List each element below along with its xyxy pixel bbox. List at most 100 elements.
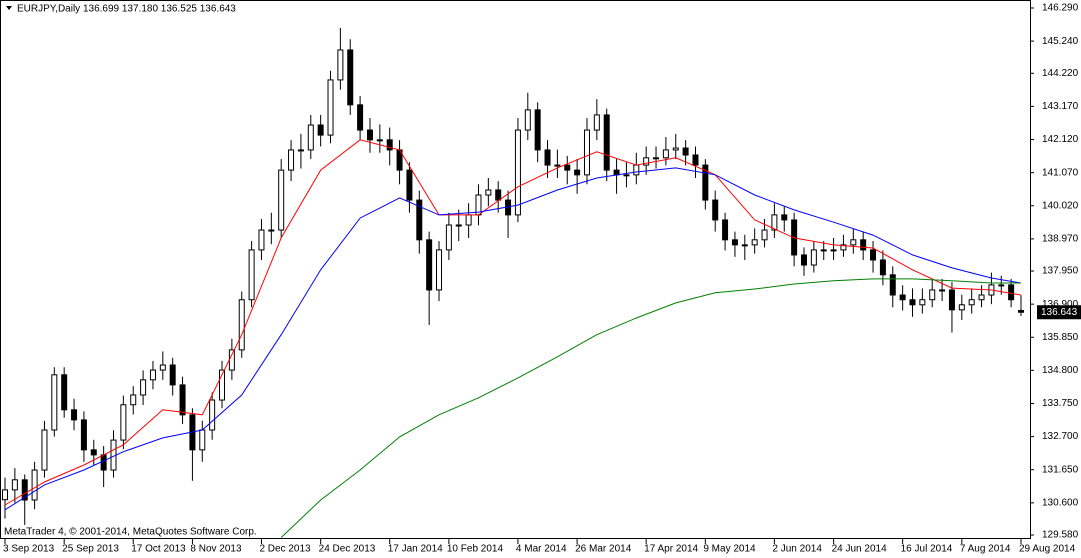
candle-body <box>554 164 561 167</box>
x-tick-label: 24 Jun 2014 <box>832 544 887 555</box>
candle-body <box>929 289 936 301</box>
x-tick-label: 8 Nov 2013 <box>190 544 242 555</box>
candle-body <box>120 404 127 441</box>
candle-body <box>781 214 788 221</box>
candle-body <box>820 249 827 252</box>
candle-body <box>159 364 166 371</box>
x-tick-label: 9 May 2014 <box>703 544 756 555</box>
candle-body <box>613 169 620 176</box>
y-tick-label: 140.020 <box>1042 200 1079 211</box>
y-tick-label: 130.600 <box>1042 497 1079 508</box>
candle-body <box>140 379 147 396</box>
candle-body <box>998 284 1005 287</box>
candle-body <box>751 239 758 246</box>
candle-body <box>978 294 985 301</box>
candle-body <box>199 429 206 451</box>
y-tick-label: 129.580 <box>1042 530 1079 541</box>
candle-body <box>702 164 709 201</box>
y-tick-label: 144.220 <box>1042 68 1079 79</box>
candle-body <box>465 214 472 226</box>
x-tick-label: 25 Sep 2013 <box>62 544 119 555</box>
candle-body <box>149 369 156 381</box>
candle-body <box>593 114 600 131</box>
candle-body <box>209 399 216 431</box>
candle-body <box>564 164 571 171</box>
candle-body <box>583 129 590 176</box>
y-tick-label: 141.070 <box>1042 167 1079 178</box>
candle-body <box>879 259 886 276</box>
candle-body <box>633 164 640 176</box>
candle-body <box>386 139 393 151</box>
candle-body <box>574 169 581 176</box>
candle-body <box>307 124 314 151</box>
candle-body <box>248 249 255 301</box>
candle-body <box>61 374 68 411</box>
moving-average <box>280 278 1021 538</box>
candle-body <box>426 239 433 291</box>
y-tick-label: 132.700 <box>1042 431 1079 442</box>
candle-body <box>939 289 946 292</box>
moving-average <box>4 139 1022 506</box>
y-tick-label: 145.240 <box>1042 36 1079 47</box>
x-tick-label: 24 Dec 2013 <box>319 544 376 555</box>
candle-body <box>169 364 176 386</box>
candle-body <box>771 214 778 231</box>
candle-body <box>297 149 304 152</box>
candle-body <box>761 229 768 241</box>
candle-body <box>840 244 847 251</box>
candle-body <box>179 384 186 416</box>
candle-body <box>958 304 965 311</box>
candle-body <box>406 169 413 201</box>
candle-body <box>366 129 373 141</box>
x-tick-label: 17 Apr 2014 <box>644 544 698 555</box>
candle-body <box>41 429 48 471</box>
candle-body <box>712 199 719 221</box>
menu-arrow[interactable] <box>6 6 12 10</box>
candle-body <box>90 449 97 456</box>
candle-body <box>130 394 137 406</box>
candle-body <box>258 229 265 251</box>
candle-body <box>455 224 462 227</box>
candle-body <box>860 239 867 251</box>
chart-title: EURJPY,Daily 136.699 137.180 136.525 136… <box>17 4 236 15</box>
candle-body <box>327 79 334 136</box>
candle-body <box>919 299 926 306</box>
candle-body <box>278 169 285 231</box>
y-tick-label: 135.850 <box>1042 332 1079 343</box>
y-tick-label: 134.800 <box>1042 365 1079 376</box>
candle-body <box>830 249 837 252</box>
candle-body <box>100 454 107 471</box>
candle-body <box>534 109 541 151</box>
candle-body <box>219 369 226 401</box>
y-tick-label: 146.290 <box>1042 3 1079 14</box>
candle-body <box>268 229 275 232</box>
candle-body <box>495 189 502 201</box>
candle-body <box>31 469 38 501</box>
candle-body <box>1008 284 1015 301</box>
x-tick-label: 10 Feb 2014 <box>447 544 504 555</box>
y-tick-label: 138.970 <box>1042 234 1079 245</box>
x-tick-label: 16 Jul 2014 <box>901 544 953 555</box>
x-tick-label: 26 Mar 2014 <box>575 544 632 555</box>
candle-body <box>889 274 896 296</box>
x-tick-label: 2 Jun 2014 <box>772 544 822 555</box>
candle-body <box>544 149 551 166</box>
candle-body <box>722 219 729 241</box>
candle-body <box>731 239 738 246</box>
candle-body <box>909 299 916 306</box>
candle-body <box>485 189 492 196</box>
candle-body <box>870 249 877 261</box>
x-tick-label: 7 Aug 2014 <box>960 544 1011 555</box>
x-tick-label: 2 Dec 2013 <box>259 544 311 555</box>
moving-average <box>4 167 1022 511</box>
y-tick-label: 143.170 <box>1042 101 1079 112</box>
candle-body <box>416 199 423 241</box>
candle-body <box>524 109 531 131</box>
candle-body <box>643 157 650 166</box>
y-tick-label: 136.900 <box>1042 299 1079 310</box>
candle-body <box>238 299 245 351</box>
x-tick-label: 17 Jan 2014 <box>388 544 443 555</box>
plot-area <box>0 0 1031 539</box>
candle-body <box>741 244 748 247</box>
candle-body <box>514 129 521 216</box>
